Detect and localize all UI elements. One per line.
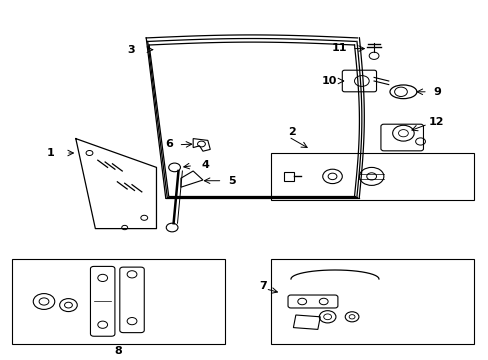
Bar [271,259,473,344]
Text: 9: 9 [433,87,441,97]
Text: 10: 10 [321,76,336,86]
Text: 8: 8 [114,346,122,356]
Text: 1: 1 [46,148,54,158]
Text: 6: 6 [164,139,172,149]
Text: 2: 2 [288,127,296,137]
Text: 4: 4 [201,160,209,170]
Bar [271,153,473,200]
Text: 12: 12 [428,117,444,127]
Bar [283,172,294,181]
Text: 7: 7 [259,281,266,291]
Text: 5: 5 [228,176,236,186]
Text: 3: 3 [127,45,135,55]
Text: 11: 11 [331,43,347,53]
Bar [12,259,224,344]
